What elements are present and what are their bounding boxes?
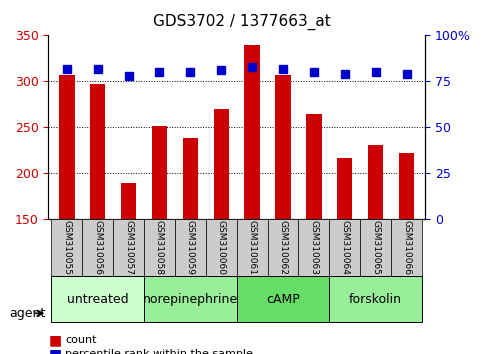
FancyBboxPatch shape [237, 276, 329, 322]
FancyBboxPatch shape [237, 219, 268, 276]
Text: GDS3702 / 1377663_at: GDS3702 / 1377663_at [153, 14, 330, 30]
Text: GSM310055: GSM310055 [62, 220, 71, 275]
Text: GSM310060: GSM310060 [217, 220, 226, 275]
FancyBboxPatch shape [206, 219, 237, 276]
FancyBboxPatch shape [329, 219, 360, 276]
FancyBboxPatch shape [298, 219, 329, 276]
FancyBboxPatch shape [144, 276, 237, 322]
Text: GSM310064: GSM310064 [340, 220, 349, 275]
Text: count: count [65, 335, 97, 345]
Text: untreated: untreated [67, 293, 128, 306]
FancyBboxPatch shape [113, 219, 144, 276]
Text: GSM310059: GSM310059 [186, 220, 195, 275]
FancyBboxPatch shape [144, 219, 175, 276]
FancyBboxPatch shape [360, 219, 391, 276]
Text: GSM310062: GSM310062 [279, 220, 287, 275]
Bar [213, 109, 229, 219]
Text: ■: ■ [48, 347, 61, 354]
Bar [183, 138, 198, 219]
Bar [306, 114, 322, 219]
FancyBboxPatch shape [175, 219, 206, 276]
Text: agent: agent [10, 307, 46, 320]
Bar [368, 145, 384, 219]
Text: forskolin: forskolin [349, 293, 402, 306]
Bar [121, 183, 136, 219]
Text: GSM310056: GSM310056 [93, 220, 102, 275]
Text: ■: ■ [48, 333, 61, 347]
Bar [275, 75, 291, 219]
FancyBboxPatch shape [51, 276, 144, 322]
Text: norepinephrine: norepinephrine [143, 293, 238, 306]
Bar [244, 45, 260, 219]
FancyBboxPatch shape [329, 276, 422, 322]
FancyBboxPatch shape [391, 219, 422, 276]
FancyBboxPatch shape [51, 219, 82, 276]
Bar [59, 75, 74, 219]
Text: GSM310065: GSM310065 [371, 220, 380, 275]
Text: GSM310061: GSM310061 [248, 220, 256, 275]
Bar [399, 153, 414, 219]
Text: GSM310063: GSM310063 [310, 220, 318, 275]
Text: GSM310058: GSM310058 [155, 220, 164, 275]
Text: GSM310066: GSM310066 [402, 220, 411, 275]
Text: percentile rank within the sample: percentile rank within the sample [65, 349, 253, 354]
Text: cAMP: cAMP [266, 293, 300, 306]
FancyBboxPatch shape [268, 219, 298, 276]
Bar [90, 84, 105, 219]
Bar [152, 126, 167, 219]
Text: GSM310057: GSM310057 [124, 220, 133, 275]
Bar [337, 158, 353, 219]
FancyBboxPatch shape [82, 219, 113, 276]
